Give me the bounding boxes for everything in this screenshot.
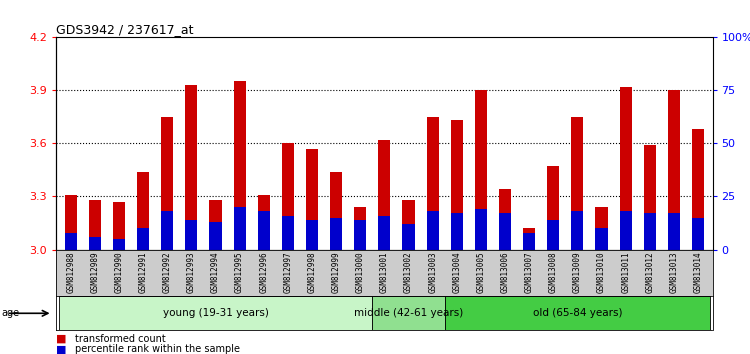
- Bar: [354, 207, 366, 250]
- Text: GSM813013: GSM813013: [670, 252, 679, 293]
- Bar: [427, 211, 439, 250]
- Bar: [692, 218, 704, 250]
- Text: age: age: [2, 308, 20, 318]
- Bar: [644, 213, 656, 250]
- Bar: [88, 200, 101, 250]
- Bar: [354, 220, 366, 250]
- Bar: [233, 207, 246, 250]
- Bar: [427, 117, 439, 250]
- Bar: [548, 166, 560, 250]
- Bar: [620, 211, 632, 250]
- Bar: [161, 211, 173, 250]
- Text: GSM813004: GSM813004: [452, 252, 461, 293]
- Bar: [258, 211, 270, 250]
- Bar: [596, 228, 608, 250]
- Bar: [185, 85, 197, 250]
- Text: GSM813003: GSM813003: [428, 252, 437, 293]
- Text: GSM812992: GSM812992: [163, 252, 172, 293]
- Bar: [161, 117, 173, 250]
- Text: GSM812995: GSM812995: [235, 252, 244, 293]
- Bar: [137, 172, 149, 250]
- Text: GDS3942 / 237617_at: GDS3942 / 237617_at: [56, 23, 194, 36]
- Text: GSM813002: GSM813002: [404, 252, 413, 293]
- Bar: [523, 233, 536, 250]
- Bar: [445, 296, 710, 330]
- Bar: [282, 216, 294, 250]
- Bar: [88, 237, 101, 250]
- Text: GSM812993: GSM812993: [187, 252, 196, 293]
- Bar: [499, 189, 511, 250]
- Text: ■: ■: [56, 344, 67, 354]
- Bar: [668, 90, 680, 250]
- Text: GSM813012: GSM813012: [645, 252, 654, 293]
- Bar: [233, 81, 246, 250]
- Text: GSM813005: GSM813005: [476, 252, 485, 293]
- Bar: [282, 143, 294, 250]
- Bar: [137, 228, 149, 250]
- Text: GSM813009: GSM813009: [573, 252, 582, 293]
- Bar: [185, 220, 197, 250]
- Text: GSM812998: GSM812998: [308, 252, 316, 293]
- Bar: [330, 172, 342, 250]
- Bar: [499, 213, 511, 250]
- Bar: [58, 296, 372, 330]
- Bar: [403, 224, 415, 250]
- Bar: [209, 200, 221, 250]
- Bar: [523, 228, 536, 250]
- Text: old (65-84 years): old (65-84 years): [532, 308, 622, 318]
- Bar: [692, 129, 704, 250]
- Bar: [572, 117, 584, 250]
- Text: GSM812994: GSM812994: [211, 252, 220, 293]
- Text: GSM812999: GSM812999: [332, 252, 340, 293]
- Text: percentile rank within the sample: percentile rank within the sample: [75, 344, 240, 354]
- Bar: [306, 149, 318, 250]
- Bar: [209, 222, 221, 250]
- Bar: [378, 216, 391, 250]
- Bar: [451, 120, 463, 250]
- Text: GSM813001: GSM813001: [380, 252, 388, 293]
- Text: young (19-31 years): young (19-31 years): [163, 308, 268, 318]
- Bar: [64, 195, 76, 250]
- Bar: [668, 213, 680, 250]
- Text: GSM812989: GSM812989: [90, 252, 99, 293]
- Bar: [64, 233, 76, 250]
- Text: GSM812988: GSM812988: [66, 252, 75, 293]
- Bar: [372, 296, 445, 330]
- Text: GSM812990: GSM812990: [115, 252, 124, 293]
- Bar: [113, 239, 125, 250]
- Bar: [258, 195, 270, 250]
- Bar: [644, 145, 656, 250]
- Bar: [403, 200, 415, 250]
- Text: GSM813000: GSM813000: [356, 252, 364, 293]
- Text: GSM813011: GSM813011: [621, 252, 630, 293]
- Bar: [596, 207, 608, 250]
- Text: GSM812996: GSM812996: [260, 252, 268, 293]
- Text: GSM813014: GSM813014: [694, 252, 703, 293]
- Text: GSM812997: GSM812997: [284, 252, 292, 293]
- Text: GSM813007: GSM813007: [525, 252, 534, 293]
- Text: GSM813010: GSM813010: [597, 252, 606, 293]
- Text: transformed count: transformed count: [75, 334, 166, 344]
- Text: ■: ■: [56, 334, 67, 344]
- Bar: [548, 220, 560, 250]
- Bar: [113, 202, 125, 250]
- Text: GSM812991: GSM812991: [139, 252, 148, 293]
- Bar: [572, 211, 584, 250]
- Bar: [330, 218, 342, 250]
- Text: middle (42-61 years): middle (42-61 years): [354, 308, 464, 318]
- Bar: [451, 213, 463, 250]
- Bar: [620, 87, 632, 250]
- Bar: [475, 209, 487, 250]
- Bar: [475, 90, 487, 250]
- Text: GSM813006: GSM813006: [500, 252, 509, 293]
- Text: GSM813008: GSM813008: [549, 252, 558, 293]
- Bar: [378, 140, 391, 250]
- Bar: [306, 220, 318, 250]
